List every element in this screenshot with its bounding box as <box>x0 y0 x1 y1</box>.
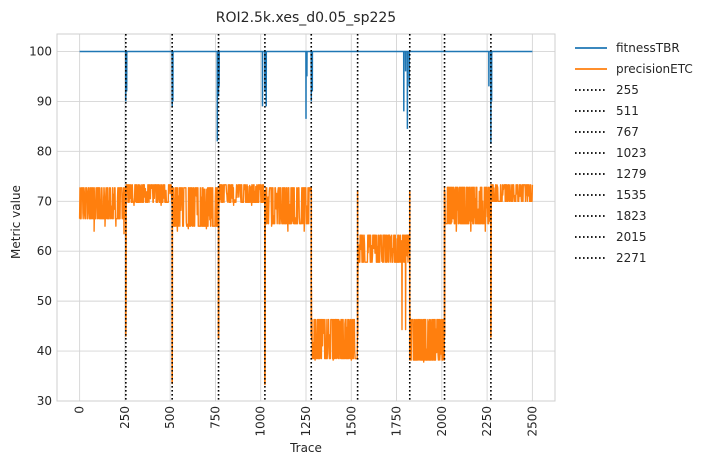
y-tick-label: 70 <box>37 194 52 208</box>
chart-title: ROI2.5k.xes_d0.05_sp225 <box>216 10 396 26</box>
x-tick-label: 750 <box>208 406 222 429</box>
legend-label: 1823 <box>616 209 647 223</box>
y-tick-label: 90 <box>37 94 52 108</box>
legend-label: fitnessTBR <box>616 41 680 55</box>
x-tick-label: 250 <box>118 406 132 429</box>
legend-label: 1023 <box>616 146 647 160</box>
legend-label: 2015 <box>616 230 647 244</box>
legend-label: precisionETC <box>616 62 693 76</box>
x-tick-label: 1000 <box>254 406 268 437</box>
y-tick-label: 100 <box>29 44 52 58</box>
y-axis-label: Metric value <box>9 185 23 259</box>
y-tick-label: 50 <box>37 294 52 308</box>
x-tick-label: 2500 <box>525 406 539 437</box>
x-tick-label: 1500 <box>344 406 358 437</box>
legend-label: 1279 <box>616 167 647 181</box>
legend-label: 767 <box>616 125 639 139</box>
x-axis-label: Trace <box>289 441 322 455</box>
x-tick-label: 2250 <box>480 406 494 437</box>
y-tick-label: 40 <box>37 344 52 358</box>
y-tick-label: 60 <box>37 244 52 258</box>
x-tick-label: 1250 <box>299 406 313 437</box>
legend-label: 2271 <box>616 251 647 265</box>
x-tick-label: 500 <box>163 406 177 429</box>
x-tick-label: 0 <box>73 406 87 414</box>
x-tick-label: 1750 <box>390 406 404 437</box>
x-tick-label: 2000 <box>435 406 449 437</box>
y-tick-label: 80 <box>37 144 52 158</box>
legend-label: 511 <box>616 104 639 118</box>
y-tick-label: 30 <box>37 394 52 408</box>
legend-label: 1535 <box>616 188 647 202</box>
legend-label: 255 <box>616 83 639 97</box>
